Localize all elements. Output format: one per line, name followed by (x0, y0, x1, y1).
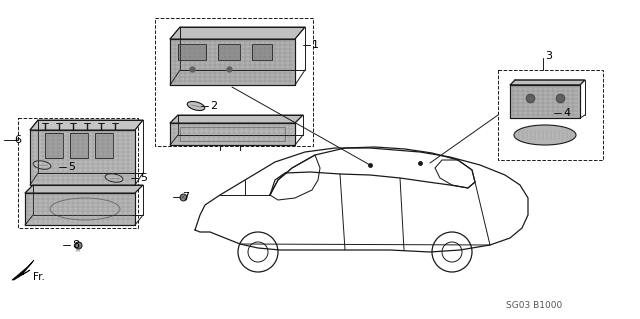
Bar (155, 18, 313, 146)
Text: 1: 1 (312, 40, 319, 50)
Text: 4: 4 (563, 108, 570, 118)
Polygon shape (170, 39, 295, 85)
Bar (70, 133, 88, 158)
Bar (498, 70, 603, 160)
Bar (95, 133, 113, 158)
Text: 3: 3 (545, 51, 552, 61)
Polygon shape (510, 80, 585, 85)
Polygon shape (30, 130, 135, 185)
Polygon shape (510, 85, 580, 118)
Ellipse shape (514, 125, 576, 145)
Bar (18, 118, 138, 228)
Ellipse shape (33, 161, 51, 169)
Bar (178, 44, 206, 60)
Text: 2: 2 (210, 101, 217, 111)
Text: 7: 7 (182, 192, 189, 202)
Polygon shape (170, 115, 303, 123)
Text: 8: 8 (72, 240, 79, 250)
Polygon shape (12, 260, 34, 280)
Polygon shape (25, 193, 135, 225)
Polygon shape (30, 120, 143, 130)
Bar (45, 133, 63, 158)
Text: Fr.: Fr. (33, 272, 45, 282)
Text: 5: 5 (68, 162, 75, 172)
Polygon shape (170, 27, 305, 39)
Text: 5: 5 (140, 173, 147, 183)
Ellipse shape (188, 101, 205, 110)
Bar (252, 44, 272, 60)
Bar (218, 44, 240, 60)
Polygon shape (25, 185, 143, 193)
Text: 6: 6 (14, 135, 21, 145)
Ellipse shape (105, 174, 123, 182)
Bar (180, 127, 285, 141)
Polygon shape (170, 123, 295, 145)
Text: SG03 B1000: SG03 B1000 (506, 301, 563, 310)
